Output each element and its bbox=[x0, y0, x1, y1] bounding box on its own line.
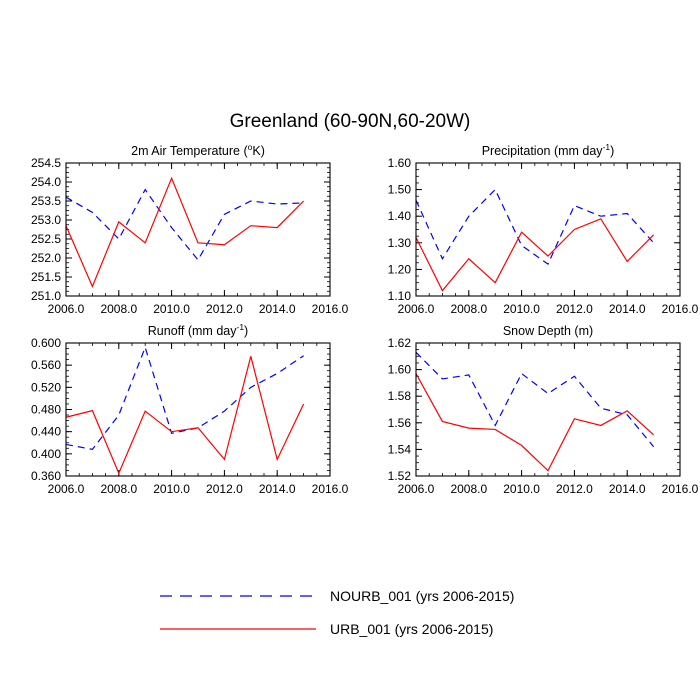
y-tick-label: 252.5 bbox=[31, 232, 61, 246]
plot-frame bbox=[65, 162, 331, 297]
legend-label-urb: URB_001 (yrs 2006-2015) bbox=[330, 621, 493, 637]
y-tick-label: 0.480 bbox=[31, 403, 61, 417]
x-tick-label: 2012.0 bbox=[206, 302, 243, 316]
panel-4: Snow Depth (m) 2006.0 2008.0 2010.0 2012.0 20… bbox=[388, 324, 699, 496]
y-tick-label: 0.440 bbox=[31, 425, 61, 439]
y-tick-label: 1.54 bbox=[388, 442, 412, 456]
x-tick-label: 2008.0 bbox=[100, 302, 137, 316]
y-tick-label: 1.10 bbox=[388, 289, 412, 303]
y-tick-label: 1.60 bbox=[388, 363, 412, 377]
plot-frame bbox=[415, 162, 681, 297]
urb-series-line bbox=[415, 373, 655, 472]
x-tick-label: 2006.0 bbox=[398, 482, 435, 496]
x-tick-label: 2008.0 bbox=[450, 482, 487, 496]
legend: NOURB_001 (yrs 2006-2015) URB_001 (yrs 20… bbox=[160, 588, 514, 637]
panel-title-main: Runoff (mm day bbox=[148, 324, 237, 338]
nourb-series-line bbox=[415, 351, 655, 448]
y-tick-label: 1.20 bbox=[388, 262, 412, 276]
urb-series-line bbox=[415, 218, 655, 292]
legend-label-nourb: NOURB_001 (yrs 2006-2015) bbox=[330, 588, 514, 604]
x-tick-label: 2008.0 bbox=[450, 302, 487, 316]
x-tick-label: 2010.0 bbox=[503, 482, 540, 496]
y-tick-label: 1.60 bbox=[388, 156, 412, 170]
panel-title-tail: ) bbox=[610, 144, 614, 158]
y-tick-label: 253.0 bbox=[31, 213, 61, 227]
plot-frame bbox=[415, 342, 681, 477]
figure-title: Greenland (60-90N,60-20W) bbox=[230, 111, 471, 132]
panel-title-main: Snow Depth (m) bbox=[503, 324, 593, 338]
y-tick-label: 1.30 bbox=[388, 236, 412, 250]
nourb-series-line bbox=[65, 345, 304, 451]
panel-1: 2m Air Temperature (oK) 2006.0 2008.0 2010.… bbox=[31, 142, 349, 316]
x-tick-label: 2012.0 bbox=[556, 482, 593, 496]
panel-title-tail: K) bbox=[252, 144, 265, 158]
y-tick-label: 1.50 bbox=[388, 183, 412, 197]
x-tick-label: 2012.0 bbox=[556, 302, 593, 316]
panel-title: Precipitation (mm day-1) bbox=[482, 142, 615, 158]
y-tick-label: 251.5 bbox=[31, 270, 61, 284]
x-tick-label: 2010.0 bbox=[153, 482, 190, 496]
panel-title-sup: -1 bbox=[603, 142, 611, 152]
panel-title-tail: ) bbox=[244, 324, 248, 338]
urb-series-line bbox=[65, 176, 305, 289]
x-tick-label: 2016.0 bbox=[662, 482, 699, 496]
x-tick-label: 2006.0 bbox=[48, 302, 85, 316]
panel-title: 2m Air Temperature (oK) bbox=[131, 142, 265, 158]
x-tick-label: 2016.0 bbox=[312, 302, 349, 316]
panels: 2m Air Temperature (oK) 2006.0 2008.0 2010.… bbox=[31, 142, 699, 496]
x-tick-label: 2014.0 bbox=[609, 482, 646, 496]
y-tick-label: 1.40 bbox=[388, 209, 412, 223]
panel-title-sup: o bbox=[248, 142, 253, 152]
y-tick-label: 1.62 bbox=[388, 336, 412, 350]
panel-3: Runoff (mm day-1) 2006.0 2008.0 2010.0 2012.… bbox=[31, 322, 349, 496]
panel-2: Precipitation (mm day-1) 2006.0 2008.0 2010… bbox=[388, 142, 699, 316]
plot-frame bbox=[65, 342, 331, 477]
x-tick-label: 2016.0 bbox=[312, 482, 349, 496]
y-tick-label: 0.600 bbox=[31, 336, 61, 350]
x-tick-label: 2006.0 bbox=[398, 302, 435, 316]
panel-title: Runoff (mm day-1) bbox=[148, 322, 248, 338]
panel-title-sup: -1 bbox=[236, 322, 244, 332]
y-tick-label: 0.560 bbox=[31, 358, 61, 372]
y-tick-label: 0.360 bbox=[31, 469, 61, 483]
x-tick-label: 2014.0 bbox=[259, 302, 296, 316]
x-tick-label: 2008.0 bbox=[100, 482, 137, 496]
y-tick-label: 254.5 bbox=[31, 156, 61, 170]
x-tick-label: 2010.0 bbox=[503, 302, 540, 316]
nourb-series-line bbox=[65, 188, 304, 261]
x-tick-label: 2016.0 bbox=[662, 302, 699, 316]
x-tick-label: 2010.0 bbox=[153, 302, 190, 316]
y-tick-label: 1.52 bbox=[388, 469, 412, 483]
x-tick-label: 2012.0 bbox=[206, 482, 243, 496]
nourb-series-line bbox=[415, 188, 655, 265]
y-tick-label: 1.56 bbox=[388, 416, 412, 430]
x-tick-label: 2014.0 bbox=[609, 302, 646, 316]
x-tick-label: 2014.0 bbox=[259, 482, 296, 496]
y-tick-label: 0.520 bbox=[31, 380, 61, 394]
panel-title-main: Precipitation (mm day bbox=[482, 144, 604, 158]
y-tick-label: 253.5 bbox=[31, 194, 61, 208]
x-tick-label: 2006.0 bbox=[48, 482, 85, 496]
y-tick-label: 254.0 bbox=[31, 175, 61, 189]
y-tick-label: 251.0 bbox=[31, 289, 61, 303]
y-tick-label: 252.0 bbox=[31, 251, 61, 265]
panel-title: Snow Depth (m) bbox=[503, 324, 593, 338]
y-tick-label: 1.58 bbox=[388, 389, 412, 403]
panel-title-main: 2m Air Temperature ( bbox=[131, 144, 248, 158]
urb-series-line bbox=[65, 356, 305, 475]
y-tick-label: 0.400 bbox=[31, 447, 61, 461]
